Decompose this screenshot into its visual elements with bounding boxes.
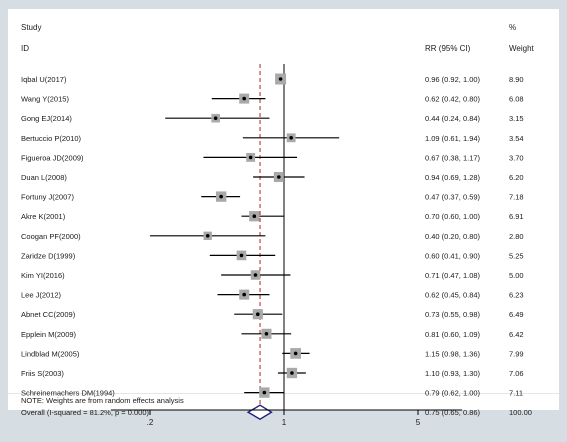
overall-rr-ci-value: 0.75 (0.65, 0.86) [425,408,481,417]
point-estimate [278,77,283,81]
weight-value: 6.23 [509,291,524,300]
header-rr: RR (95% CI) [425,44,471,53]
study-label: Epplein M(2009) [21,330,77,339]
point-estimate [252,214,257,218]
weight-value: 6.08 [509,95,524,104]
rr-ci-value: 0.62 (0.45, 0.84) [425,291,481,300]
overall-label: Overall (I-squared = 81.2%, p = 0.000) [21,408,149,417]
weight-value: 3.54 [509,134,524,143]
rr-ci-value: 0.79 (0.62, 1.00) [425,389,481,398]
rr-ci-value: 0.96 (0.92, 1.00) [425,75,481,84]
point-estimate [277,175,281,179]
weight-value: 7.18 [509,193,524,202]
weight-value: 7.06 [509,369,524,378]
study-label: Wang Y(2015) [21,95,69,104]
rr-ci-value: 1.09 (0.61, 1.94) [425,134,481,143]
weight-value: 6.20 [509,173,524,182]
point-estimate [293,351,298,356]
weight-value: 5.25 [509,251,524,260]
rr-ci-value: 1.10 (0.93, 1.30) [425,369,481,378]
header-weight: Weight [509,44,535,53]
rr-ci-value: 0.94 (0.69, 1.28) [425,173,481,182]
rr-ci-value: 0.70 (0.60, 1.00) [425,212,481,221]
header-study: Study [21,23,41,32]
point-estimate [253,273,258,277]
note-text: NOTE: Weights are from random effects an… [21,396,184,405]
weight-value: 6.42 [509,330,524,339]
header-id: ID [21,44,29,53]
study-label: Kim YI(2016) [21,271,65,280]
overall-weight-value: 100.00 [509,408,532,417]
x-tick-label: 5 [416,418,421,427]
study-label: Zaridze D(1999) [21,251,76,260]
rr-ci-value: 0.71 (0.47, 1.08) [425,271,481,280]
study-label: Duan L(2008) [21,173,67,182]
study-label: Schreinemachers DM(1994) [21,389,115,398]
weight-value: 3.15 [509,114,524,123]
point-estimate [242,96,246,101]
study-label: Bertuccio P(2010) [21,134,82,143]
point-estimate [255,312,260,317]
rr-ci-value: 0.62 (0.42, 0.80) [425,95,481,104]
weight-value: 7.99 [509,349,524,358]
x-tick-label: 1 [282,418,287,427]
study-label: Lee J(2012) [21,291,62,300]
weight-value: 6.91 [509,212,524,221]
study-label: Lindblad M(2005) [21,349,80,358]
rr-ci-value: 0.40 (0.20, 0.80) [425,232,481,241]
point-estimate [239,253,244,258]
overall-diamond [246,404,273,421]
point-estimate [242,292,246,297]
x-axis: .2 1 5 [110,409,463,427]
weight-value: 7.11 [509,389,523,398]
study-label: Friis S(2003) [21,369,64,378]
point-estimate [290,371,294,375]
point-estimate [248,155,253,160]
point-estimate [289,136,293,140]
study-label: Fortuny J(2007) [21,193,74,202]
rr-ci-value: 0.60 (0.41, 0.90) [425,251,481,260]
weight-value: 2.80 [509,232,524,241]
rr-ci-value: 0.81 (0.60, 1.09) [425,330,481,339]
point-estimate [262,390,267,395]
header-weight-percent: % [509,23,516,32]
study-label: Akre K(2001) [21,212,66,221]
point-estimate [213,116,218,120]
point-estimate [264,332,269,336]
rr-ci-value: 0.73 (0.55, 0.98) [425,310,481,319]
point-estimate [219,194,223,199]
rr-ci-value: 0.67 (0.38, 1.17) [425,153,481,162]
weight-value: 3.70 [509,153,524,162]
study-label: Figueroa JD(2009) [21,153,84,162]
weight-value: 6.49 [509,310,524,319]
x-tick-label: .2 [147,418,154,427]
rr-ci-value: 0.44 (0.24, 0.84) [425,114,481,123]
point-estimate [205,234,210,238]
study-label: Gong EJ(2014) [21,114,72,123]
study-label: Iqbal U(2017) [21,75,67,84]
weight-value: 5.00 [509,271,524,280]
rr-ci-value: 1.15 (0.98, 1.36) [425,349,481,358]
study-label: Coogan PF(2000) [21,232,81,241]
study-label: Abnet CC(2009) [21,310,76,319]
rr-ci-value: 0.47 (0.37, 0.59) [425,193,481,202]
weight-value: 8.90 [509,75,524,84]
study-rows: Iqbal U(2017) 0.96 (0.92, 1.00) 8.90 Wang Y… [21,64,532,421]
